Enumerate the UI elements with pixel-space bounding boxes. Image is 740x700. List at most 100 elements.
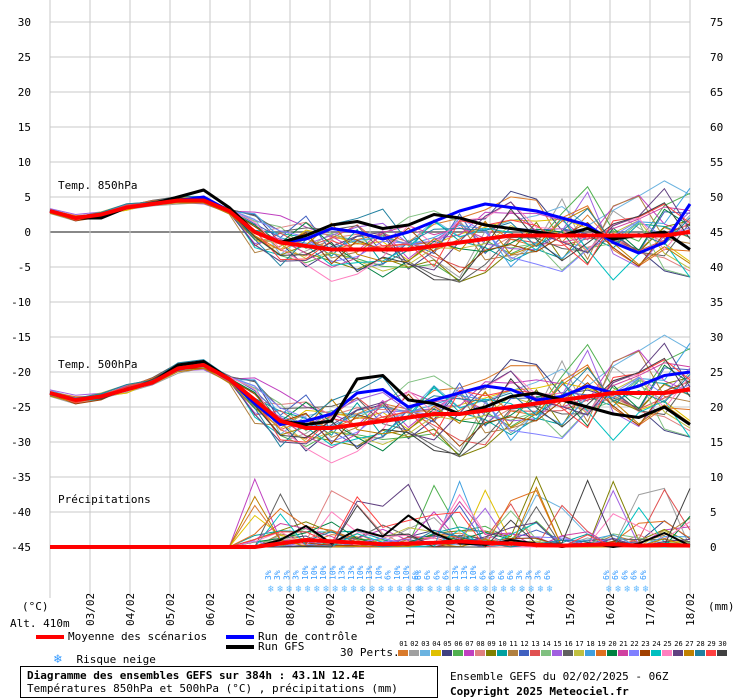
- perturbation-label: 01: [399, 640, 408, 648]
- perturbation-swatch: [420, 650, 430, 656]
- snow-risk-percent: 6%: [423, 570, 432, 580]
- perturbation-label: 21: [619, 640, 628, 648]
- x-date-label: 15/02: [564, 593, 577, 626]
- perturbation-swatch: [596, 650, 606, 656]
- perturbation-label: 10: [498, 640, 507, 648]
- legend-gfs: Run GFS: [226, 640, 304, 653]
- perturbation-swatch: [519, 650, 529, 656]
- perturbation-swatch: [431, 650, 441, 656]
- perturbation-swatch: [442, 650, 452, 656]
- snow-risk-icon: ❄: [510, 584, 517, 595]
- left-tick-label: -25: [11, 401, 31, 414]
- left-tick-label: -35: [11, 471, 31, 484]
- snow-risk-icon: ❄: [268, 584, 275, 595]
- snow-risk-percent: 13%: [338, 565, 347, 580]
- snow-risk-percent: 3%: [282, 570, 291, 580]
- legend-gfs-swatch: [226, 645, 254, 649]
- snow-risk-percent: 10%: [319, 565, 328, 580]
- snow-risk-icon: ❄: [615, 584, 622, 595]
- right-tick-label: 35: [710, 296, 723, 309]
- snow-risk-percent: 13%: [451, 565, 460, 580]
- right-tick-label: 70: [710, 51, 723, 64]
- perturbation-swatch: [585, 650, 595, 656]
- perturbation-label: 24: [652, 640, 661, 648]
- perturbation-label: 11: [509, 640, 518, 648]
- perturbation-swatch: [453, 650, 463, 656]
- snow-risk-percent: 6%: [411, 570, 420, 580]
- x-date-label: 06/02: [204, 593, 217, 626]
- perturbation-swatch: [618, 650, 628, 656]
- right-tick-label: 65: [710, 86, 723, 99]
- snow-risk-icon: ❄: [351, 584, 358, 595]
- x-date-label: 03/02: [84, 593, 97, 626]
- perturbation-swatch: [464, 650, 474, 656]
- legend-control-label: Run de contrôle: [258, 630, 358, 643]
- right-tick-label: 60: [710, 121, 723, 134]
- perturbation-swatch: [409, 650, 419, 656]
- snow-risk-icon: ❄: [314, 584, 321, 595]
- snow-risk-icon: ❄: [528, 584, 535, 595]
- snow-risk-percent: 10%: [393, 565, 402, 580]
- snow-risk-icon: ❄: [446, 584, 453, 595]
- x-date-label: 10/02: [364, 593, 377, 626]
- snow-risk-percent: 10%: [301, 565, 310, 580]
- snow-risk-icon: ❄: [501, 584, 508, 595]
- snow-risk-percent: 13%: [365, 565, 374, 580]
- left-tick-label: -45: [11, 541, 31, 554]
- perturbation-label: 17: [575, 640, 584, 648]
- perturbation-label: 03: [421, 640, 430, 648]
- perturbation-label: 18: [586, 640, 595, 648]
- perturbation-swatch: [706, 650, 716, 656]
- perturbation-label: 12: [520, 640, 529, 648]
- perturbation-label: 16: [564, 640, 573, 648]
- snow-risk-icon: ❄: [397, 584, 404, 595]
- t850-mean-line: [49, 198, 691, 252]
- snow-risk-percent: 10%: [356, 565, 365, 580]
- snow-risk-percent: 6%: [620, 570, 629, 580]
- perturbation-swatch: [508, 650, 518, 656]
- right-tick-label: 55: [710, 156, 723, 169]
- snow-risk-icon: ❄: [277, 584, 284, 595]
- perturbation-label: 07: [465, 640, 474, 648]
- snow-risk-icon: ❄: [418, 584, 425, 595]
- perturbation-swatch: [695, 650, 705, 656]
- perturbation-swatch: [684, 650, 694, 656]
- x-date-label: 12/02: [444, 593, 457, 626]
- snow-risk-icon: ❄: [332, 584, 339, 595]
- snow-risk-percent: 6%: [414, 570, 423, 580]
- snow-risk-percent: 3%: [292, 570, 301, 580]
- x-date-label: 05/02: [164, 593, 177, 626]
- perturbation-swatch: [629, 650, 639, 656]
- snow-risk-percent: 3%: [264, 570, 273, 580]
- snow-risk-percent: 3%: [515, 570, 524, 580]
- snow-risk-percent: 6%: [506, 570, 515, 580]
- right-tick-label: 5: [710, 506, 717, 519]
- legend-mean-label: Moyenne des scénarios: [68, 630, 208, 643]
- snow-risk-percent: 6%: [432, 570, 441, 580]
- legend-control-swatch: [226, 635, 254, 639]
- perturbation-label: 20: [608, 640, 617, 648]
- perturbation-swatch: [563, 650, 573, 656]
- snow-risk-icon: ❄: [305, 584, 312, 595]
- right-tick-label: 15: [710, 436, 723, 449]
- snow-risk-icon: ❄: [388, 584, 395, 595]
- snow-risk-percent: 3%: [524, 570, 533, 580]
- snow-risk-percent: 3%: [534, 570, 543, 580]
- snow-risk-percent: 13%: [347, 565, 356, 580]
- t500-member-line: [49, 357, 691, 455]
- footer-title: Diagramme des ensembles GEFS sur 384h : …: [27, 669, 365, 682]
- snow-risk-percent: 3%: [273, 570, 282, 580]
- snow-risk-icon: ❄: [415, 584, 422, 595]
- snow-risk-icon: ❄: [464, 584, 471, 595]
- perturbation-swatch: [673, 650, 683, 656]
- perturbation-swatch: [717, 650, 727, 656]
- right-tick-label: 30: [710, 331, 723, 344]
- section-label-precip: Précipitations: [58, 493, 151, 506]
- right-tick-label: 45: [710, 226, 723, 239]
- right-tick-label: 20: [710, 401, 723, 414]
- perturbation-label: 30: [718, 640, 727, 648]
- right-tick-label: 10: [710, 471, 723, 484]
- left-tick-label: -10: [11, 296, 31, 309]
- perturbation-label: 05: [443, 640, 452, 648]
- snow-risk-percent: 6%: [639, 570, 648, 580]
